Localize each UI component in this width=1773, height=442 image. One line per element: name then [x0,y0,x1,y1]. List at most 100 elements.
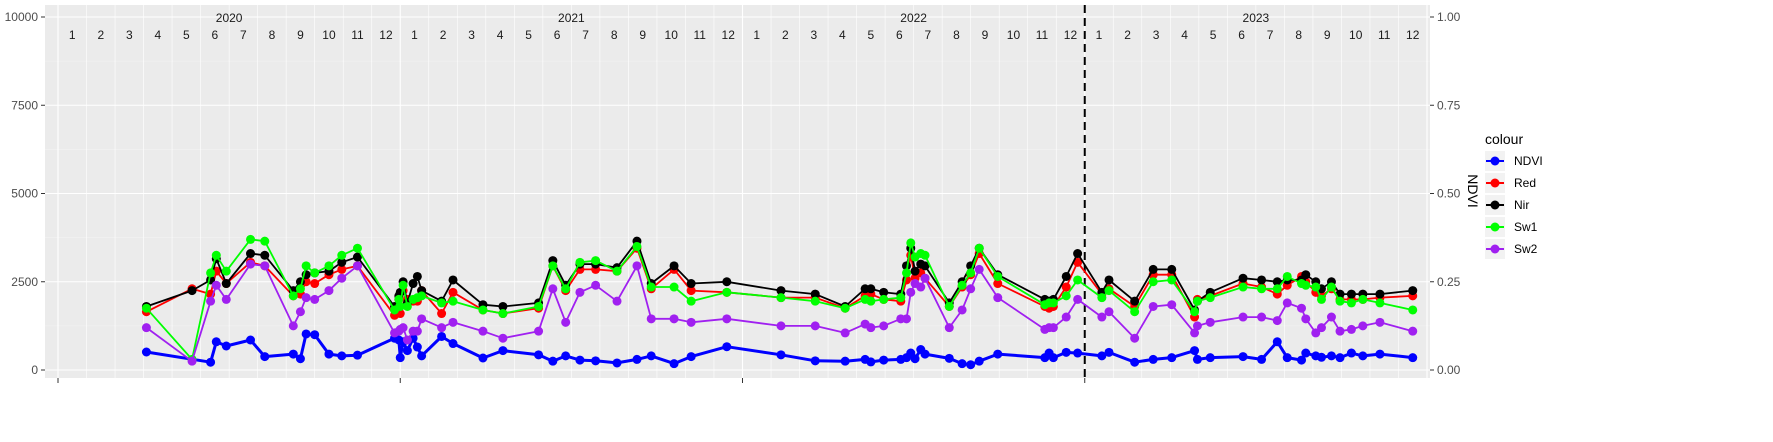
data-point-sw1 [398,280,408,290]
y-right-tick-label: 1.00 [1437,10,1461,24]
data-point-sw1 [1282,271,1292,281]
data-point-nir [1346,289,1356,299]
data-point-nir [221,279,231,289]
legend-item-sw1: Sw1 [1485,217,1538,237]
data-point-ndvi [1167,353,1177,363]
month-label: 3 [1153,28,1160,42]
data-point-sw1 [906,238,916,248]
data-point-sw2 [1297,303,1307,313]
data-point-ndvi [1097,351,1107,361]
data-point-sw1 [1375,298,1385,308]
month-label: 10 [665,28,679,42]
data-point-sw1 [1335,296,1345,306]
data-point-sw2 [1272,316,1282,326]
data-point-sw2 [669,314,679,324]
month-label: 11 [351,28,364,42]
month-label: 4 [154,28,161,42]
month-label: 5 [868,28,875,42]
data-point-ndvi [211,337,221,347]
data-point-nir [1061,271,1071,281]
month-label: 12 [1064,28,1078,42]
data-point-sw1 [548,261,558,271]
legend-label: Sw1 [1514,220,1538,234]
month-label: 2 [97,28,104,42]
data-point-sw2 [1061,312,1071,322]
month-label: 10 [322,28,336,42]
y-right-tick-label: 0.75 [1437,98,1461,112]
data-point-sw2 [1073,294,1083,304]
month-label: 9 [1324,28,1331,42]
data-point-sw1 [324,261,334,271]
data-point-ndvi [1358,351,1368,361]
data-point-sw1 [1167,275,1177,285]
data-point-sw2 [561,317,571,327]
data-point-sw1 [448,296,458,306]
data-point-sw1 [394,294,404,304]
data-point-sw2 [141,323,151,333]
series-sw1 [141,234,1418,364]
month-label: 8 [269,28,276,42]
data-point-sw1 [352,243,362,253]
month-label: 7 [1267,28,1274,42]
legend: colour NDVI Red Nir Sw1 Sw2 [1485,131,1543,259]
data-point-sw1 [1104,286,1114,296]
y-left-tick-label: 10000 [5,10,39,24]
data-point-sw1 [810,296,820,306]
data-point-sw2 [337,273,347,283]
data-point-sw2 [478,326,488,336]
data-point-sw2 [575,287,585,297]
data-point-sw1 [866,296,876,306]
month-label: 5 [183,28,190,42]
data-point-sw1 [920,250,930,260]
data-point-sw1 [1205,293,1215,303]
legend-label: Sw2 [1514,242,1538,256]
data-point-red [310,279,320,289]
data-point-ndvi [646,351,656,361]
data-point-nir [722,277,732,287]
y-right-tick-label: 0.00 [1437,363,1461,377]
month-label: 6 [896,28,903,42]
data-point-ndvi [437,331,447,341]
data-point-nir [1272,277,1282,287]
data-point-sw2 [840,328,850,338]
data-point-sw1 [1048,298,1058,308]
data-point-ndvi [669,359,679,369]
data-point-sw1 [840,303,850,313]
data-point-ndvi [1130,357,1140,367]
data-point-ndvi [722,342,732,352]
data-point-ndvi [993,349,1003,359]
data-point-sw2 [221,294,231,304]
data-point-sw2 [810,321,820,331]
data-point-sw2 [993,293,1003,303]
data-point-sw1 [395,301,405,311]
data-point-sw2 [1346,324,1356,334]
month-label: 1 [753,28,760,42]
month-label: 2 [1124,28,1131,42]
legend-label: NDVI [1514,154,1543,168]
data-point-sw2 [916,282,926,292]
data-point-ndvi [448,339,458,349]
data-point-sw2 [310,294,320,304]
data-point-ndvi [1346,348,1356,358]
data-point-sw2 [498,333,508,343]
month-label: 1 [411,28,418,42]
data-point-ndvi [1272,337,1282,347]
data-point-sw1 [1073,275,1083,285]
data-point-ndvi [1301,348,1311,358]
year-label: 2021 [558,11,585,25]
data-point-red [993,279,1003,289]
data-point-ndvi [776,350,786,360]
data-point-sw2 [1311,328,1321,338]
data-point-nir [1375,289,1385,299]
data-point-sw2 [1148,301,1158,311]
y-axis-right-title: NDVI [1465,174,1481,207]
data-point-sw2 [448,317,458,327]
month-label: 3 [810,28,817,42]
data-point-sw1 [575,257,585,267]
data-point-nir [901,261,911,271]
data-point-sw2 [906,287,916,297]
data-point-sw1 [1148,277,1158,287]
data-point-ndvi [295,354,305,364]
data-point-sw2 [402,335,412,345]
data-point-ndvi [352,350,362,360]
